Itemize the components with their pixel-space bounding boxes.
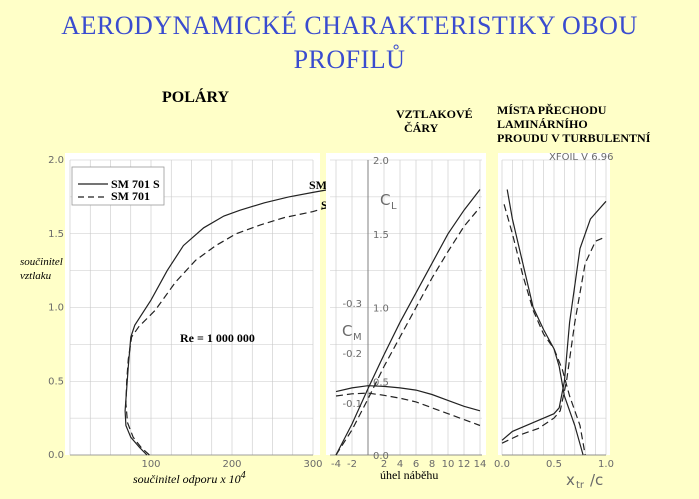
polar-chart-title: POLÁRY [162,89,229,106]
lift-cm-sm701s [335,385,481,412]
polar-y-tick-label: 0.0 [48,450,64,461]
transition-upper-sm701 [503,204,586,456]
main-title-line-2: PROFILŮ [293,45,406,74]
lift-x-tick-label: -4 [331,459,341,470]
cm-symbol: C [342,322,352,340]
polar-x-label-exponent: 4 [240,470,246,481]
polar-curve-sm701 [125,203,338,456]
polar-y-tick-label: 1.0 [48,303,64,314]
lift-x-tick-label: -2 [347,459,357,470]
legend-entry-sm701: SM 701 [111,189,150,203]
polar-curve-sm701s [124,187,338,456]
transition-x-label: x [566,471,575,489]
polar-y-tick-label: 1.5 [48,229,64,240]
lift-cm-tick-label: -0.3 [342,299,362,310]
lift-cl-sm701 [335,206,481,456]
lift-chart-title: VZTLAKOVÉ ČÁRY [396,107,473,135]
transition-title-line-2: LAMINÁRNÍHO [497,117,588,131]
lift-x-label: úhel náběhu [380,468,439,482]
lift-x-tick-label: 8 [429,459,435,470]
xfoil-version-label: XFOIL V 6.96 [549,152,613,163]
lift-x-tick-label: 2 [381,459,387,470]
polar-y-label: součinitel vztlaku [20,255,63,283]
cl-symbol: C [380,191,390,209]
transition-chart-title: MÍSTA PŘECHODU LAMINÁRNÍHO PROUDU V TURB… [497,103,650,145]
transition-x-label-rest: /c [590,471,603,489]
transition-x-tick-label: 0.0 [494,459,510,470]
transition-x-tick-label: 1.0 [598,459,614,470]
lift-x-tick-label: 12 [458,459,471,470]
polar-legend-box [71,166,165,206]
lift-x-tick-label: 4 [397,459,403,470]
legend-entry-sm701s: SM 701 S [111,177,160,191]
cm-subscript: M [353,332,362,343]
lift-cl-tick-label: 2.0 [373,156,389,167]
lift-cl-tick-label: 0.5 [373,377,389,388]
lift-cm-tick-label: -0.2 [342,349,362,360]
lift-cl-tick-label: 1.5 [373,230,389,241]
polar-y-tick-label: 2.0 [48,155,64,166]
polar-y-tick-label: 0.5 [48,376,64,387]
transition-upper-sm701s [506,189,584,456]
lift-cl-tick-label: 1.0 [373,304,389,315]
lift-x-tick-label: 6 [413,459,419,470]
polar-x-tick-label: 200 [222,459,241,470]
reynolds-annotation: Re = 1 000 000 [180,331,255,345]
lift-title-line-2: ČÁRY [404,121,439,135]
main-title-line-1: AERODYNAMICKÉ CHARAKTERISTIKY OBOU [61,11,638,40]
lift-x-tick-label: 10 [442,459,455,470]
transition-lower-sm701 [501,236,607,444]
polar-x-tick-label: 300 [303,459,322,470]
polar-y-label-line-2: vztlaku [20,270,52,282]
lift-cl-sm701s [335,189,481,456]
transition-x-label-sub: tr [576,480,585,491]
transition-title-line-3: PROUDU V TURBULENTNÍ [497,131,651,145]
polar-x-tick-label: 100 [141,459,160,470]
polar-y-label-line-1: součinitel [20,256,63,268]
lift-cm-sm701 [335,392,481,427]
polar-x-label: součinitel odporu x 104 [133,470,246,487]
lift-title-line-1: VZTLAKOVÉ [396,107,473,121]
lift-cm-tick-label: -0.1 [342,399,362,410]
transition-title-line-1: MÍSTA PŘECHODU [497,103,607,117]
cl-subscript: L [391,201,397,212]
transition-lower-sm701s [501,200,607,441]
lift-x-tick-label: 14 [474,459,487,470]
polar-x-label-text: součinitel odporu x 10 [133,472,241,486]
lift-cl-tick-label: 0.0 [373,451,389,462]
transition-x-tick-label: 0.5 [546,459,562,470]
